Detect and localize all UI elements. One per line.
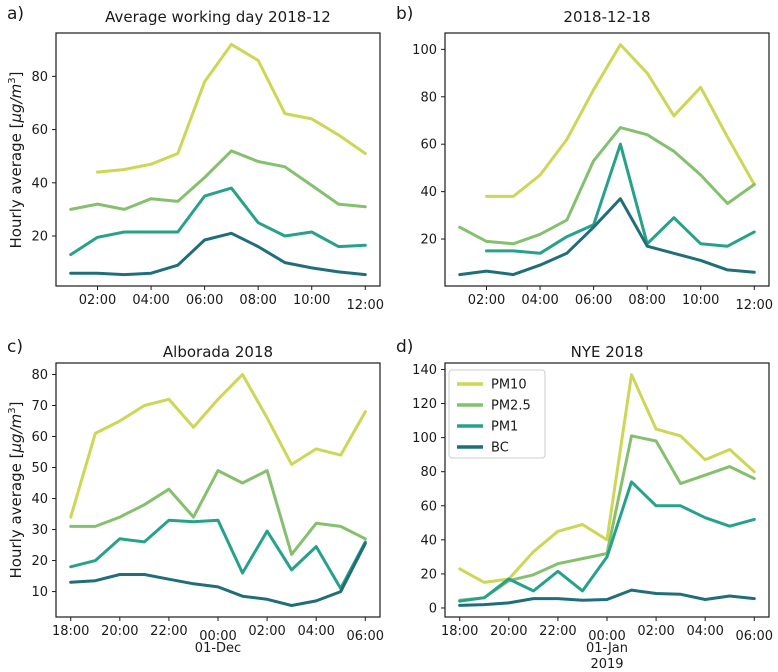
chart-c-canvas: 10 20 30 40 50 60 70 80 18:00 20:00 22:00 00:00 02:0…: [31, 362, 384, 656]
series-line-pm10: [485, 43, 756, 198]
y-tick-label: 70: [31, 399, 48, 414]
x-tick-label: 20:00: [490, 624, 527, 639]
x-tick-label: 22:00: [539, 624, 576, 639]
series-line-bc: [69, 231, 367, 277]
x-tick-label: 04:00: [521, 293, 558, 308]
panel-a-ylabel: Hourly average [μg/m3]: [7, 71, 25, 249]
x-tick-label: 12:00: [736, 298, 773, 313]
panel-c: 10 20 30 40 50 60 70 80 18:00 20:00 22:00 00:00 02:0…: [0, 336, 389, 672]
x-tick-label: 02:00: [248, 624, 285, 639]
series-line-bc: [458, 588, 756, 607]
x-tick-label: 22:00: [150, 624, 187, 639]
panel-c-letter: c): [7, 337, 23, 357]
x-tick-label: 18:00: [441, 624, 478, 639]
x-tick-label: 00:00: [199, 629, 236, 644]
y-tick-label: 140: [412, 363, 437, 378]
x-tick-label: 00:00: [588, 629, 625, 644]
y-tick-label: 40: [31, 492, 48, 507]
series-line-pm10: [69, 373, 367, 519]
x-axis-date-label: 01-Jan: [586, 641, 628, 656]
x-tick-label: 06:00: [347, 629, 384, 644]
series-line-pm25: [69, 149, 367, 211]
y-tick-label: 0: [429, 601, 437, 616]
series-line-pm10: [96, 42, 367, 174]
y-tick-label: 60: [31, 430, 48, 445]
panel-d-letter: d): [396, 337, 414, 357]
series-line-bc: [458, 197, 756, 277]
x-tick-label: 06:00: [736, 629, 773, 644]
series-line-bc: [69, 542, 367, 607]
y-tick-label: 60: [420, 138, 437, 153]
chart-b-canvas: 20 40 60 80 100 02:00 04:00 06:00 08:00 10:00 12:0…: [412, 32, 773, 313]
x-tick-label: 20:00: [101, 624, 138, 639]
y-tick-label: 40: [420, 533, 437, 548]
y-tick-label: 80: [31, 70, 48, 85]
x-axis-date-label: 01-Dec: [195, 641, 241, 656]
x-tick-label: 02:00: [79, 293, 116, 308]
panel-d: 0 20 40 60 80 100 120 140 18:00 20:00 22:00 00:00 02…: [389, 336, 778, 672]
chart-d-canvas: 0 20 40 60 80 100 120 140 18:00 20:00 22:00 00:00 02…: [412, 362, 773, 672]
x-tick-label: 08:00: [239, 293, 276, 308]
y-tick-label: 60: [420, 499, 437, 514]
y-tick-label: 30: [31, 523, 48, 538]
panel-c-ylabel: Hourly average [μg/m3]: [7, 401, 25, 579]
x-tick-label: 10:00: [682, 293, 719, 308]
legend-label: PM2.5: [491, 399, 531, 414]
y-tick-label: 100: [412, 431, 437, 446]
y-tick-label: 20: [31, 554, 48, 569]
x-tick-label: 02:00: [468, 293, 505, 308]
panel-a-letter: a): [7, 4, 25, 24]
x-tick-label: 04:00: [132, 293, 169, 308]
panel-a-title: Average working day 2018-12: [105, 8, 331, 26]
legend-label: PM1: [491, 420, 518, 435]
panel-d-title: NYE 2018: [570, 343, 644, 361]
series-line-pm25: [69, 469, 367, 556]
y-tick-label: 40: [31, 176, 48, 191]
panel-c-title: Alborada 2018: [162, 343, 274, 361]
x-tick-label: 02:00: [637, 624, 674, 639]
y-tick-label: 80: [31, 368, 48, 383]
y-tick-label: 120: [412, 397, 437, 412]
x-tick-label: 08:00: [628, 293, 665, 308]
y-tick-label: 20: [420, 233, 437, 248]
series-line-pm25: [458, 126, 756, 246]
series-line-pm1: [458, 480, 756, 603]
y-tick-label: 10: [31, 585, 48, 600]
x-tick-label: 12:00: [347, 298, 384, 313]
y-tick-label: 80: [420, 465, 437, 480]
y-tick-label: 100: [412, 43, 437, 58]
panel-b-letter: b): [396, 4, 414, 24]
legend-label: PM10: [491, 378, 527, 393]
panel-b: 20 40 60 80 100 02:00 04:00 06:00 08:00 10:00 12:0…: [389, 0, 778, 336]
series-line-pm1: [485, 142, 756, 255]
y-tick-label: 80: [420, 90, 437, 105]
x-tick-label: 06:00: [186, 293, 223, 308]
panel-b-title: 2018-12-18: [563, 8, 651, 26]
y-tick-label: 20: [31, 229, 48, 244]
x-tick-label: 10:00: [293, 293, 330, 308]
x-axis-date-label: 2019: [590, 657, 623, 672]
x-tick-label: 18:00: [52, 624, 89, 639]
panel-a: 20 40 60 80 02:00 04:00 06:00 08:00 10:00 12:00 a…: [0, 0, 389, 336]
y-tick-label: 60: [31, 123, 48, 138]
x-tick-label: 04:00: [686, 624, 723, 639]
y-tick-label: 40: [420, 185, 437, 200]
series-line-pm1: [69, 186, 367, 257]
series-line-pm1: [69, 518, 367, 590]
y-tick-label: 50: [31, 461, 48, 476]
legend-box: [448, 369, 546, 459]
chart-a-canvas: 20 40 60 80 02:00 04:00 06:00 08:00 10:00 12:00: [31, 32, 384, 313]
y-tick-label: 20: [420, 567, 437, 582]
legend-label: BC: [491, 441, 509, 456]
x-tick-label: 06:00: [575, 293, 612, 308]
x-tick-label: 04:00: [297, 624, 334, 639]
